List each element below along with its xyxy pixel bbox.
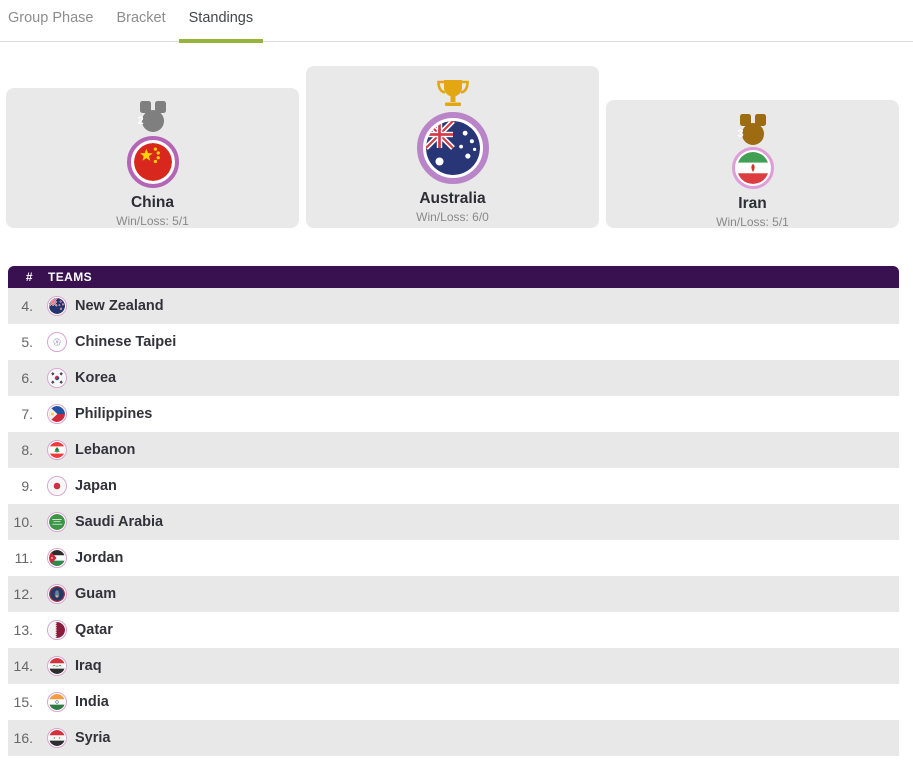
- team-flag-icon: [47, 620, 67, 640]
- row-rank: 15.: [13, 694, 33, 710]
- table-row[interactable]: 15. India: [8, 684, 899, 720]
- team-flag-icon: [47, 656, 67, 676]
- silver-medal-icon: 2: [138, 101, 168, 132]
- teams-column-header: TEAMS: [48, 270, 92, 284]
- row-rank: 10.: [13, 514, 33, 530]
- medal-place-number: 3: [737, 128, 744, 140]
- bronze-medal-icon: 3: [738, 114, 768, 145]
- table-header: # TEAMS: [8, 266, 899, 288]
- row-team-name: Iraq: [75, 658, 102, 674]
- row-team-name: New Zealand: [75, 298, 164, 314]
- row-rank: 8.: [21, 442, 33, 458]
- row-rank: 16.: [13, 730, 33, 746]
- row-rank: 5.: [21, 334, 33, 350]
- rank-column-header: #: [25, 270, 33, 284]
- tab-standings[interactable]: Standings: [178, 0, 264, 43]
- team-flag-icon: [47, 332, 67, 352]
- medal-place-number: 2: [137, 115, 144, 127]
- podium-team-name: Australia: [419, 190, 486, 207]
- row-team-name: Korea: [75, 370, 117, 386]
- team-flag-icon: [47, 440, 67, 460]
- row-team-name: India: [75, 694, 109, 710]
- tab-bar: Group Phase Bracket Standings: [0, 0, 913, 43]
- table-row[interactable]: 16. Syria: [8, 720, 899, 756]
- table-row[interactable]: 6. Korea: [8, 360, 899, 396]
- gold-trophy-icon: [433, 78, 473, 108]
- row-rank: 14.: [13, 658, 33, 674]
- table-row[interactable]: 7. Philippines: [8, 396, 899, 432]
- team-flag-icon: [47, 368, 67, 388]
- standings-table: # TEAMS 4. New Zealand 5. Chinese Taipei…: [8, 266, 899, 756]
- table-row[interactable]: 13. Qatar: [8, 612, 899, 648]
- row-team-name: Syria: [75, 730, 111, 746]
- row-rank: 6.: [21, 370, 33, 386]
- team-flag-icon: [47, 476, 67, 496]
- podium-card-second-place[interactable]: 2 China Win/Loss: 5/1: [6, 88, 299, 228]
- row-team-name: Japan: [75, 478, 117, 494]
- podium-win-loss: Win/Loss: 5/1: [716, 215, 789, 229]
- podium-win-loss: Win/Loss: 6/0: [416, 210, 489, 224]
- podium-win-loss: Win/Loss: 5/1: [116, 214, 189, 228]
- table-row[interactable]: 10. Saudi Arabia: [8, 504, 899, 540]
- table-row[interactable]: 9. Japan: [8, 468, 899, 504]
- row-rank: 12.: [13, 586, 33, 602]
- podium-flag: [126, 136, 179, 188]
- team-flag-icon: [47, 512, 67, 532]
- table-row[interactable]: 8. Lebanon: [8, 432, 899, 468]
- team-flag-icon: [47, 296, 67, 316]
- team-flag-icon: [47, 728, 67, 748]
- row-team-name: Chinese Taipei: [75, 334, 177, 350]
- team-flag-icon: [47, 692, 67, 712]
- row-rank: 7.: [21, 406, 33, 422]
- tab-bracket[interactable]: Bracket: [116, 10, 166, 26]
- row-team-name: Qatar: [75, 622, 113, 638]
- table-row[interactable]: 14. Iraq: [8, 648, 899, 684]
- row-rank: 13.: [13, 622, 33, 638]
- podium-card-first-place[interactable]: Australia Win/Loss: 6/0: [306, 66, 599, 228]
- tab-group-phase[interactable]: Group Phase: [8, 10, 94, 26]
- podium: 2 China Win/Loss: 5/1 Australia Win/Loss…: [6, 66, 899, 229]
- podium-card-third-place[interactable]: 3 Iran Win/Loss: 5/1: [606, 100, 899, 229]
- row-team-name: Jordan: [75, 550, 124, 566]
- team-flag-icon: [47, 584, 67, 604]
- row-team-name: Saudi Arabia: [75, 514, 164, 530]
- podium-flag: [416, 112, 489, 184]
- row-rank: 11.: [14, 550, 33, 566]
- table-row[interactable]: 12. Guam: [8, 576, 899, 612]
- table-row[interactable]: 4. New Zealand: [8, 288, 899, 324]
- row-rank: 9.: [21, 478, 33, 494]
- podium-team-name: Iran: [738, 195, 767, 212]
- row-team-name: Guam: [75, 586, 117, 602]
- podium-flag: [731, 147, 774, 189]
- team-flag-icon: [47, 404, 67, 424]
- table-row[interactable]: 11. Jordan: [8, 540, 899, 576]
- row-team-name: Lebanon: [75, 442, 136, 458]
- standings-body: 4. New Zealand 5. Chinese Taipei 6. Kore…: [8, 288, 899, 756]
- podium-team-name: China: [130, 194, 175, 211]
- row-team-name: Philippines: [75, 406, 153, 422]
- team-flag-icon: [47, 548, 67, 568]
- table-row[interactable]: 5. Chinese Taipei: [8, 324, 899, 360]
- row-rank: 4.: [21, 298, 33, 314]
